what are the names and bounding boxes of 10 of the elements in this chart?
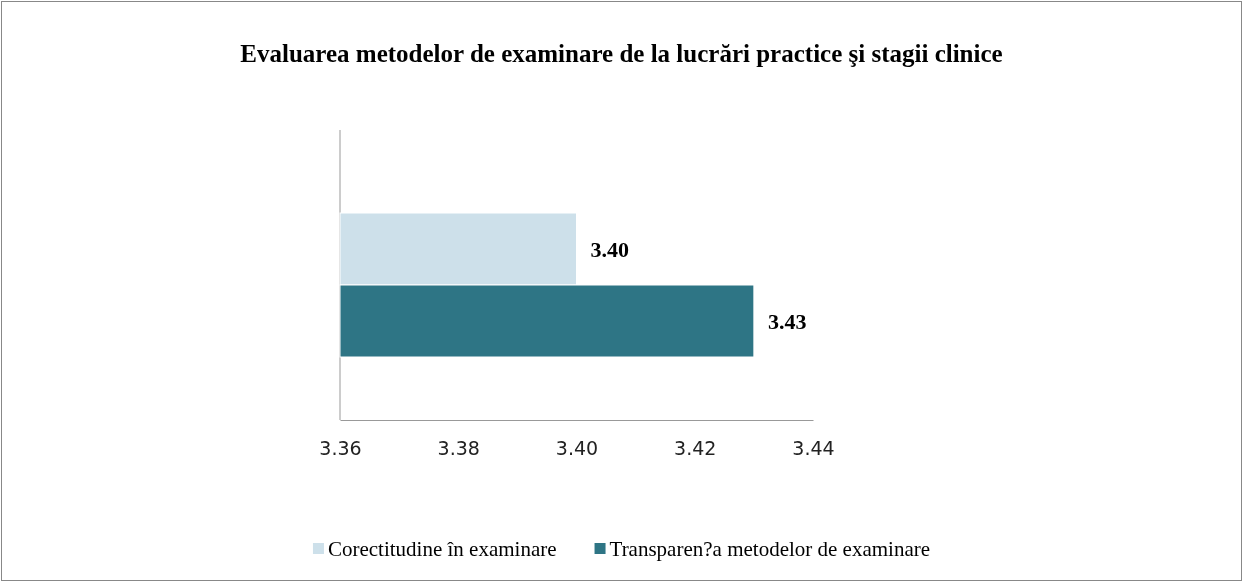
legend-label: Corectitudine în examinare [327,537,557,562]
x-tick-label: 3.36 [319,437,362,460]
x-tick-label: 3.44 [792,437,835,460]
chart-title: Evaluarea metodelor de examinare de la lucrări practice şi stagii clinice [240,40,1003,67]
x-tick-label: 3.40 [555,437,599,460]
x-tick-label: 3.42 [674,437,717,460]
legend-label: Transparen?a metodelor de examinare [609,537,931,562]
x-tick-label: 3.38 [437,437,480,460]
data-label: 3.43 [767,308,807,334]
data-label: 3.40 [590,236,629,262]
